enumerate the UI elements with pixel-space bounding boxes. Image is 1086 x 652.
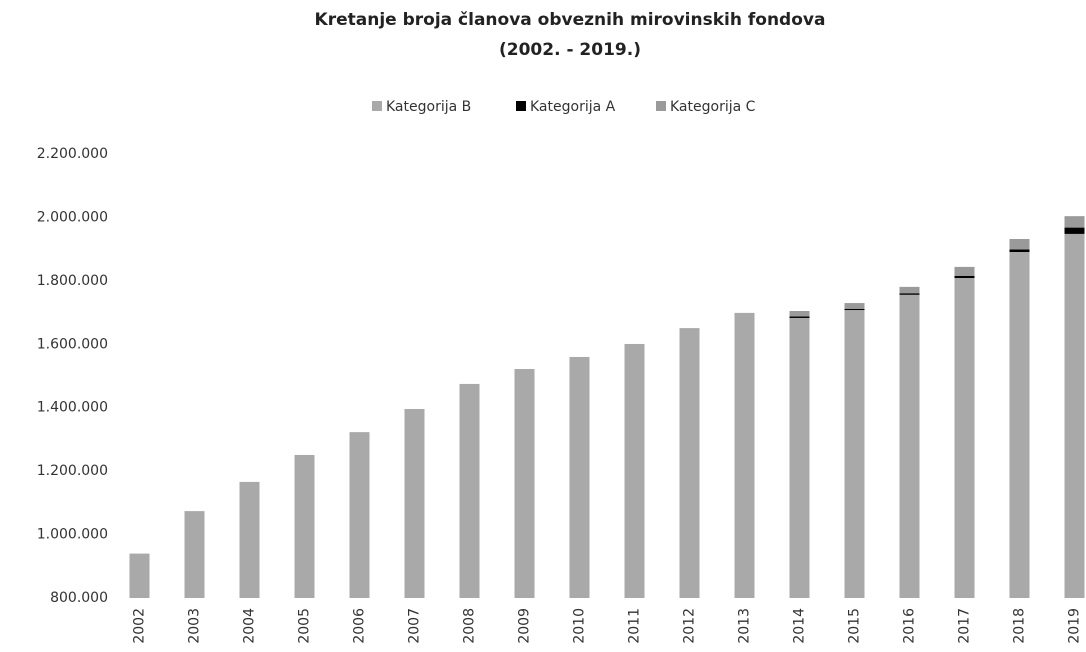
x-tick-label: 2008 (462, 608, 478, 644)
y-tick-label: 1.200.000 (37, 463, 108, 479)
x-tick-label: 2017 (957, 608, 973, 644)
bar-segment (459, 383, 480, 598)
bar-segment (129, 553, 150, 598)
bar-segment (954, 266, 975, 276)
y-tick-label: 1.000.000 (37, 527, 108, 543)
y-tick-label: 1.400.000 (37, 400, 108, 416)
bar-segment (1064, 216, 1085, 228)
x-tick-label: 2015 (847, 608, 863, 644)
bar-segment (184, 511, 205, 598)
y-tick-label: 2.000.000 (37, 209, 108, 225)
legend-swatch (516, 101, 526, 111)
chart-title: Kretanje broja članova obveznih mirovins… (315, 10, 826, 30)
bar-segment (1064, 227, 1085, 234)
legend-swatch (656, 101, 666, 111)
bar-segment (1009, 249, 1030, 252)
x-tick-label: 2016 (902, 608, 918, 644)
bar-segment (899, 294, 920, 598)
bar-segment (349, 432, 370, 598)
x-tick-label: 2006 (352, 608, 368, 644)
legend-label: Kategorija C (670, 99, 756, 115)
x-tick-label: 2003 (187, 608, 203, 644)
bar-segment (1009, 238, 1030, 250)
legend-swatch (372, 101, 382, 111)
x-tick-label: 2018 (1012, 608, 1028, 644)
x-tick-label: 2011 (627, 608, 643, 644)
x-tick-label: 2019 (1067, 608, 1083, 644)
bar-segment (844, 308, 865, 311)
bar-segment (1064, 233, 1085, 599)
y-tick-label: 800.000 (50, 590, 108, 606)
x-tick-label: 2014 (792, 608, 808, 644)
bar-segment (514, 369, 535, 598)
bar-segment (294, 454, 315, 598)
bar-segment (954, 275, 975, 279)
bar-segment (899, 286, 920, 294)
bar-segment (734, 312, 755, 598)
x-tick-label: 2005 (297, 608, 313, 644)
x-tick-label: 2010 (572, 608, 588, 644)
y-tick-label: 2.200.000 (37, 146, 108, 162)
bar-segment (789, 310, 810, 317)
y-tick-label: 1.800.000 (37, 273, 108, 289)
legend-label: Kategorija A (530, 99, 616, 115)
bar-segment (239, 481, 260, 598)
bar-segment (899, 293, 920, 295)
x-tick-label: 2007 (407, 608, 423, 644)
x-tick-label: 2012 (682, 608, 698, 644)
bar-segment (789, 317, 810, 598)
bar-segment (789, 316, 810, 318)
x-tick-label: 2009 (517, 608, 533, 644)
y-tick-label: 1.600.000 (37, 336, 108, 352)
bar-segment (1009, 251, 1030, 599)
bar-segment (679, 328, 700, 598)
x-tick-label: 2013 (737, 608, 753, 644)
chart-subtitle: (2002. - 2019.) (499, 40, 641, 60)
x-tick-label: 2004 (242, 608, 258, 644)
bar-segment (569, 356, 590, 598)
bar-segment (954, 278, 975, 598)
bar-segment (844, 310, 865, 598)
bar-segment (844, 303, 865, 309)
x-tick-label: 2002 (132, 608, 148, 644)
bar-segment (624, 343, 645, 598)
bar-segment (404, 408, 425, 598)
legend-label: Kategorija B (386, 99, 471, 115)
